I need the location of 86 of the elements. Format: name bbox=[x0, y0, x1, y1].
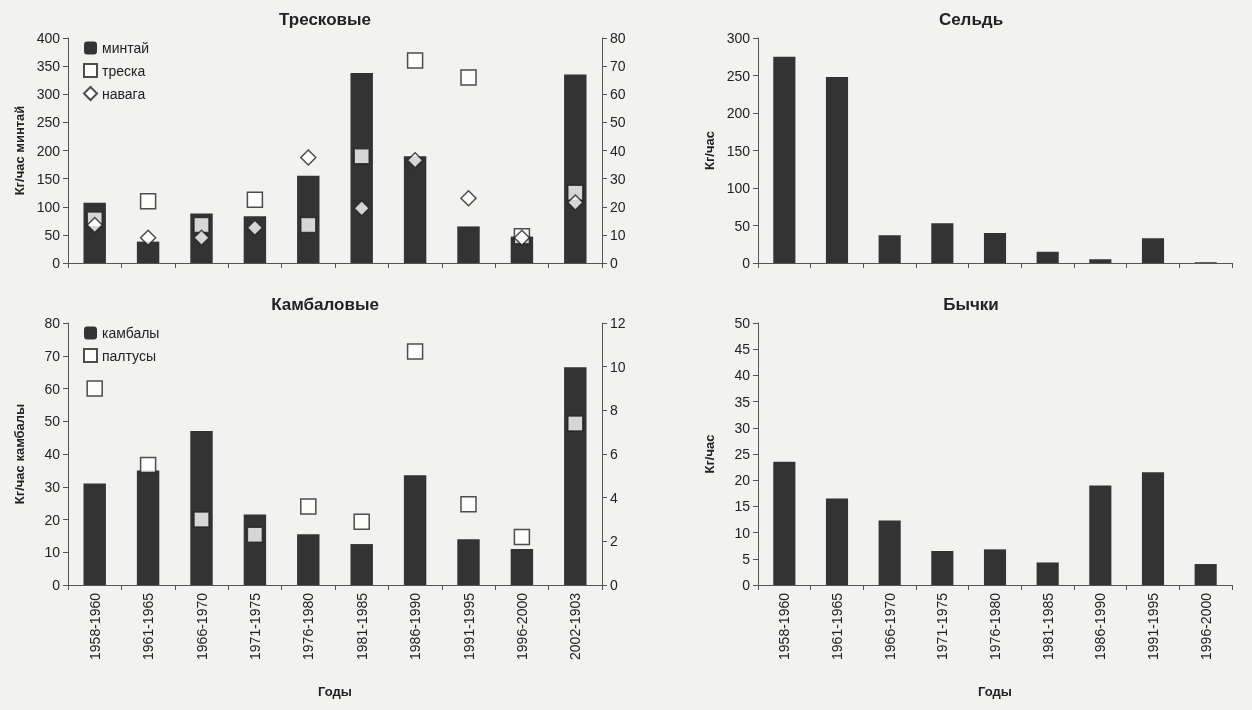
y2-tick-label: 80 bbox=[610, 30, 626, 46]
x-tick-label: 1996-2000 bbox=[513, 592, 530, 660]
legend-label: палтусы bbox=[102, 347, 157, 364]
y2-tick-label: 20 bbox=[610, 198, 626, 215]
x-axis-title: Годы bbox=[318, 684, 352, 699]
y-tick-label: 100 bbox=[726, 180, 751, 196]
y-tick-label: 0 bbox=[52, 577, 61, 593]
y-tick-label: 150 bbox=[36, 170, 61, 187]
y-tick-label: 40 bbox=[734, 367, 751, 384]
x-tick-label: 1966-1970 bbox=[881, 592, 898, 660]
y-tick-label: 150 bbox=[726, 142, 751, 159]
y-tick-label: 400 bbox=[36, 30, 61, 46]
y2-tick-label: 50 bbox=[610, 114, 626, 131]
y-tick-label: 15 bbox=[734, 498, 751, 515]
y-tick-label: 45 bbox=[734, 341, 751, 358]
y-tick-label: 250 bbox=[726, 67, 751, 84]
x-tick-label: 1981-1985 bbox=[1039, 592, 1056, 660]
y-tick-label: 50 bbox=[734, 217, 751, 234]
y-tick-label: 50 bbox=[734, 315, 751, 331]
y-tick-label: 200 bbox=[726, 105, 751, 121]
x-tick-label: 2002-1903 bbox=[567, 592, 584, 660]
x-tick-label: 1986-1990 bbox=[1092, 592, 1109, 660]
y-axis-title: Кг/час bbox=[702, 434, 717, 474]
y2-tick-label: 10 bbox=[610, 226, 626, 243]
x-tick-label: 1986-1990 bbox=[407, 592, 424, 660]
x-tick-label: 1991-1995 bbox=[460, 592, 477, 660]
y2-tick-label: 0 bbox=[610, 255, 618, 271]
y2-tick-label: 40 bbox=[610, 142, 626, 159]
y-axis-title: Кг/час минтай bbox=[11, 105, 27, 196]
y-tick-label: 100 bbox=[36, 198, 61, 215]
y-tick-label: 35 bbox=[734, 393, 751, 410]
y2-tick-label: 10 bbox=[610, 358, 626, 375]
y-tick-label: 80 bbox=[44, 315, 61, 331]
y-tick-label: 25 bbox=[734, 446, 751, 462]
y-tick-label: 300 bbox=[726, 30, 751, 46]
y-tick-label: 350 bbox=[36, 58, 61, 75]
x-tick-label: 1976-1980 bbox=[987, 592, 1003, 660]
y2-tick-label: 70 bbox=[610, 58, 626, 75]
x-tick-label: 1971-1975 bbox=[246, 592, 263, 660]
y-tick-label: 50 bbox=[44, 413, 61, 430]
y-tick-label: 30 bbox=[44, 478, 61, 495]
x-tick-label: 1958-1960 bbox=[776, 592, 793, 660]
y2-tick-label: 8 bbox=[610, 402, 618, 419]
x-tick-label: 1981-1985 bbox=[353, 592, 370, 660]
x-tick-label: 1976-1980 bbox=[300, 592, 317, 660]
y-tick-label: 20 bbox=[44, 511, 61, 528]
y2-tick-label: 0 bbox=[610, 577, 618, 593]
x-tick-label: 1996-2000 bbox=[1197, 592, 1214, 660]
y-tick-label: 30 bbox=[734, 419, 751, 436]
y2-tick-label: 6 bbox=[610, 446, 618, 462]
chart-title: Сельдь bbox=[938, 10, 1004, 29]
y-tick-label: 40 bbox=[44, 446, 61, 462]
legend-label: камбалы bbox=[102, 325, 160, 341]
y-tick-label: 20 bbox=[734, 472, 751, 489]
x-tick-label: 1958-1960 bbox=[86, 592, 103, 660]
y2-tick-label: 4 bbox=[610, 489, 618, 506]
x-axis-title: Годы bbox=[978, 684, 1012, 699]
y-tick-label: 60 bbox=[44, 380, 61, 397]
y-axis-title: Кг/час bbox=[701, 131, 717, 170]
legend-label: минтай bbox=[102, 40, 150, 56]
y2-tick-label: 2 bbox=[610, 533, 618, 550]
y-tick-label: 10 bbox=[734, 524, 751, 541]
y-tick-label: 70 bbox=[44, 347, 61, 364]
y2-tick-label: 12 bbox=[610, 315, 626, 331]
y-tick-label: 250 bbox=[36, 114, 61, 131]
x-tick-label: 1961-1965 bbox=[140, 592, 157, 660]
legend-label: треска bbox=[102, 62, 146, 79]
x-tick-label: 1961-1965 bbox=[829, 592, 845, 660]
y2-tick-label: 30 bbox=[610, 170, 626, 187]
y-tick-label: 0 bbox=[52, 255, 61, 271]
y-tick-label: 10 bbox=[44, 544, 61, 561]
chart-title: Тресковые bbox=[279, 10, 371, 29]
chart-title: Бычки bbox=[943, 295, 999, 314]
y-tick-label: 200 bbox=[36, 142, 61, 159]
y-tick-label: 300 bbox=[36, 86, 61, 103]
y2-tick-label: 60 bbox=[610, 86, 626, 103]
x-tick-label: 1971-1975 bbox=[934, 592, 951, 660]
y-axis-title: Кг/час камбалы bbox=[12, 403, 27, 505]
y-tick-label: 5 bbox=[742, 550, 751, 567]
y-tick-label: 50 bbox=[44, 226, 61, 243]
x-tick-label: 1966-1970 bbox=[193, 592, 210, 660]
y-tick-label: 0 bbox=[742, 577, 751, 593]
chart-title: Камбаловые bbox=[271, 295, 379, 314]
y-tick-label: 0 bbox=[742, 255, 751, 271]
legend-label: навага bbox=[102, 85, 146, 102]
x-tick-label: 1991-1995 bbox=[1145, 592, 1161, 660]
